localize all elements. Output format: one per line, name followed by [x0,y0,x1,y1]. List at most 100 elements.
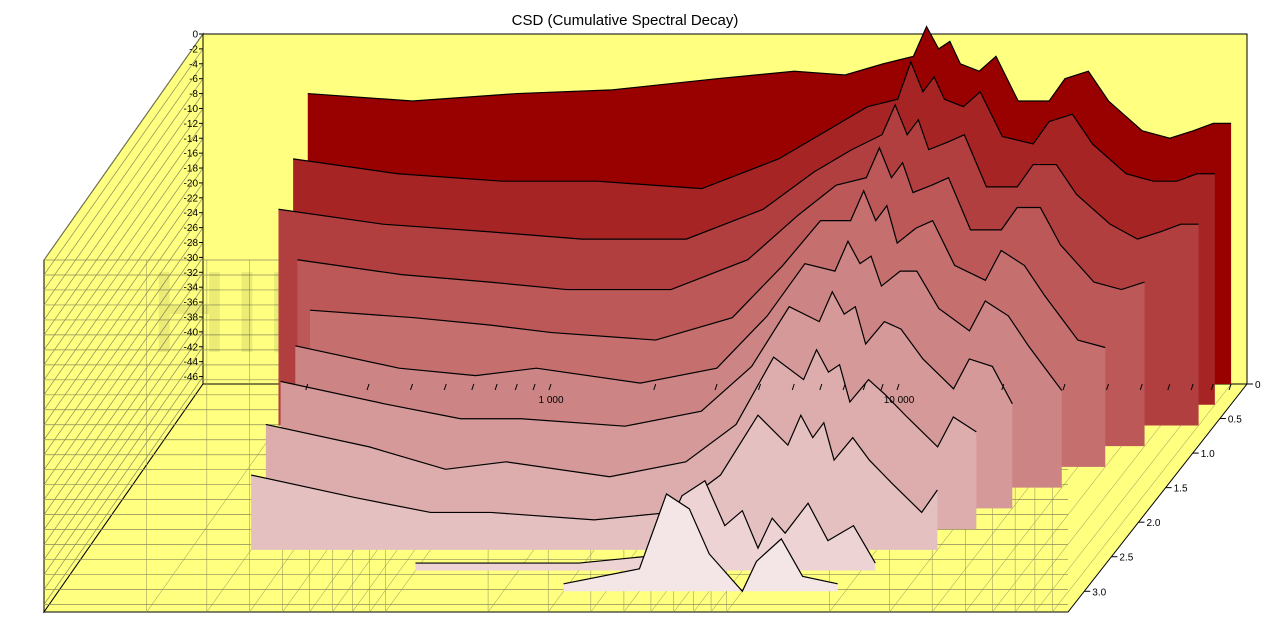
z-tick-label: 2.5 [1119,553,1133,564]
grid-line-side [43,242,204,470]
y-tick-label: -34 [184,283,199,294]
x-tick-mark [494,383,498,391]
grid-line-side [43,227,204,455]
x-tick-mark [653,383,657,391]
decay-slice-outline [310,189,1106,349]
decay-slice-outline [563,493,838,593]
z-tick-label: 0 [1255,380,1261,391]
decay-slice-outline [297,146,1145,291]
grid-line-side [43,167,204,396]
grid-line-side [43,182,204,410]
x-tick-mark [443,383,447,391]
x-tick-mark [532,383,536,391]
y-tick-label: -8 [189,89,198,100]
y-tick-label: 0 [192,30,198,41]
y-tick-label: -28 [184,238,199,249]
x-tick-mark [842,383,846,391]
floor-line [1052,383,1232,613]
chart-title: CSD (Cumulative Spectral Decay) [512,12,739,29]
y-tick-label: -12 [184,119,199,130]
grid-line-side [43,331,204,560]
grid-line-side [43,108,204,336]
x-tick-mark [471,383,475,391]
x-tick-mark [1167,383,1171,391]
y-tick-label: -18 [184,164,199,175]
z-tick-label: 1.0 [1201,449,1215,460]
decay-slice-outline [295,239,1063,391]
x-tick-label: 1 000 [538,395,563,406]
grid-line-side [43,257,204,485]
decay-slice [251,415,938,550]
y-tick-label: -44 [184,357,199,368]
x-tick-mark [305,383,309,391]
x-tick-mark [410,383,413,391]
grid-line-side [43,48,204,276]
grid-line-side [43,286,204,515]
y-tick-label: -6 [189,74,198,85]
decay-slice-outline [265,348,977,478]
x-tick-mark [514,383,518,391]
grid-line-side [43,78,204,306]
decay-slice [415,480,876,571]
y-tick-label: -24 [184,208,199,219]
y-tick-label: -2 [189,44,198,55]
y-tick-label: -36 [184,298,199,309]
y-tick-label: -4 [189,59,198,70]
grid-line-side [43,301,204,530]
decay-slice-outline [280,290,1013,427]
grid-line-side [43,272,204,500]
x-tick-mark [1210,383,1214,391]
y-tick-label: -30 [184,253,199,264]
x-tick-mark [1190,383,1194,391]
z-tick-label: 1.5 [1174,484,1188,495]
grid-line-side [43,93,204,321]
x-tick-mark [819,383,823,391]
decay-slice-outline [307,25,1232,139]
x-tick-mark [1228,383,1232,391]
y-tick-label: -42 [184,342,199,353]
x-tick-mark [366,383,370,391]
y-tick-label: -40 [184,327,199,338]
x-tick-label: 10 000 [884,395,915,406]
x-tick-mark [862,383,866,391]
grid-line-side [43,138,204,366]
x-tick-mark [714,383,718,391]
grid-line-side [43,63,204,291]
x-tick-mark [1001,383,1005,391]
grid-line-side [43,376,204,605]
grid-line-side [43,361,204,590]
z-tick-label: 0.5 [1228,415,1242,426]
z-tick-label: 3.0 [1092,587,1106,598]
y-tick-label: -22 [184,193,199,204]
grid-line-side [43,346,204,575]
x-tick-mark [1106,383,1109,391]
y-tick-label: -46 [184,372,199,383]
y-tick-label: -26 [184,223,199,234]
x-tick-mark [758,383,761,391]
decay-slice [563,493,838,592]
z-axis-ticks: 0 0.5 1.0 1.5 2.0 2.5 3.0 [1084,380,1261,598]
grid-line-side [43,316,204,545]
grid-line-side [43,33,204,261]
x-tick-mark [880,383,884,391]
grid-line-side [43,123,204,351]
y-tick-label: -32 [184,268,199,279]
x-tick-mark [1139,383,1143,391]
decay-slice-outline [293,60,1215,190]
x-tick-mark [1062,383,1066,391]
grid-line-side [43,197,204,425]
grid-line-side [43,212,204,440]
x-tick-mark [548,383,552,391]
y-tick-label: -20 [184,178,199,189]
y-tick-label: -10 [184,104,199,115]
x-tick-mark [791,383,795,391]
y-tick-label: -14 [184,134,199,145]
decay-slice-outline [250,413,938,521]
decay-slice-outline [278,103,1199,240]
decay-slices [250,25,1232,593]
y-axis-ticks: 0 -2 -4 -6 -8 -10 -12 -14 -16 -18 -20 -22 -24 -26 -28 -… [184,30,203,383]
x-axis-ticks: 1 000 10 000 [305,383,1232,406]
y-tick-label: -38 [184,312,199,323]
y-tick-label: -16 [184,149,199,160]
